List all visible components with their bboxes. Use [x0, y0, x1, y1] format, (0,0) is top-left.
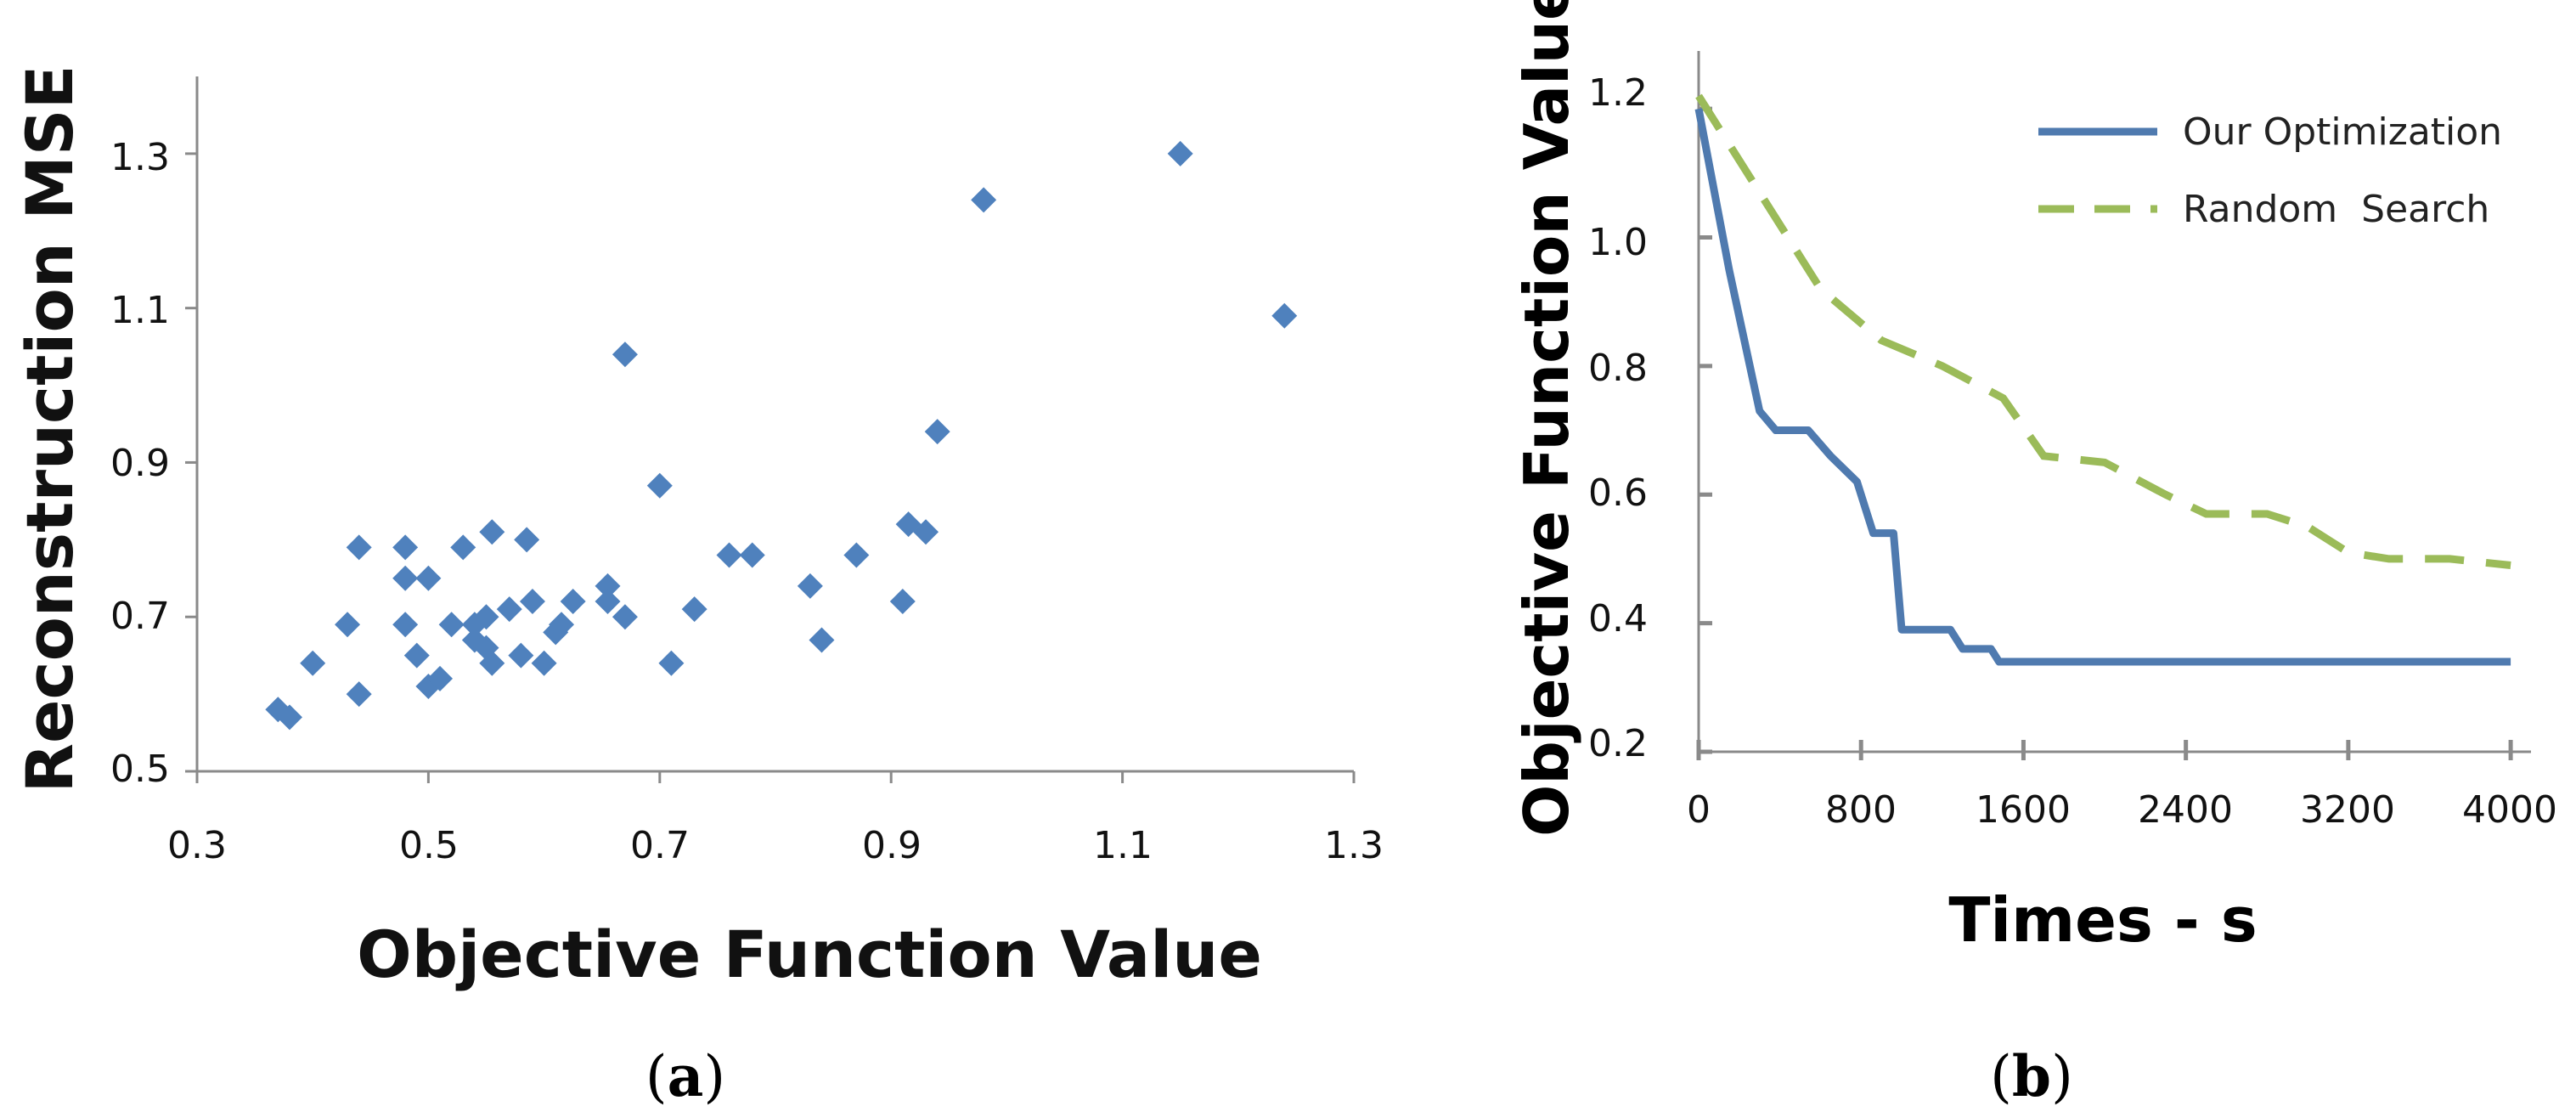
scatter-point-8: [392, 565, 419, 591]
panel-b-line: 0 800 1600 2400 3200 4000 0.2 0.4 0.6 0.…: [1511, 0, 2557, 1106]
scatter-point-44: [924, 419, 950, 445]
y-tick-b-0: 0.2: [1588, 722, 1648, 765]
scatter-point-20: [479, 519, 505, 545]
scatter-point-46: [1167, 140, 1193, 166]
legend-label-random-search: Random Search: [2183, 188, 2489, 231]
series-our-optimization: [1694, 108, 2511, 666]
caption-a-letter: a: [668, 1043, 704, 1106]
scatter-point-7: [392, 612, 419, 638]
scatter-point-25: [531, 650, 557, 676]
scatter-point-10: [415, 565, 442, 591]
scatter-point-41: [889, 589, 916, 615]
scatter-point-11: [415, 674, 442, 700]
caption-b-letter: b: [2012, 1043, 2051, 1106]
scatter-point-32: [612, 341, 638, 368]
scatter-point-40: [843, 542, 870, 568]
y-tick-b-4: 1.0: [1588, 221, 1648, 264]
x-tick-a-5: 1.3: [1324, 824, 1384, 867]
scatter-point-45: [971, 187, 997, 213]
y-tick-a-3: 1.1: [110, 289, 170, 332]
x-tick-a-4: 1.1: [1093, 824, 1153, 867]
y-tick-b-3: 0.8: [1588, 347, 1648, 390]
panel-a-scatter: 0.3 0.5 0.7 0.9 1.1 1.3 0.5 0.7 0.9 1.1 …: [12, 65, 1384, 1106]
y-axis-label-a: Reconstruction MSE: [12, 65, 87, 793]
y-axis-label-b: Objective Function Value: [1511, 0, 1582, 837]
scatter-point-34: [658, 650, 685, 676]
caption-b: (b): [1990, 1043, 2073, 1106]
x-tick-b-4: 3200: [2300, 788, 2395, 832]
x-tick-b-3: 2400: [2138, 788, 2233, 832]
x-tick-a-1: 0.5: [399, 824, 459, 867]
scatter-point-12: [427, 665, 454, 691]
y-tick-b-1: 0.4: [1588, 597, 1648, 640]
scatter-point-33: [646, 472, 673, 499]
x-axis-label-b: Times - s: [1948, 884, 2257, 956]
x-tick-b-2: 1600: [1976, 788, 2071, 832]
scatter-points: [265, 140, 1298, 731]
scatter-point-22: [508, 642, 534, 669]
x-tick-b-0: 0: [1687, 788, 1711, 832]
scatter-point-31: [612, 604, 638, 630]
scatter-point-38: [797, 573, 823, 599]
scatter-point-47: [1271, 302, 1298, 329]
legend-label-our-optimization: Our Optimization: [2183, 110, 2502, 154]
scatter-point-39: [809, 627, 835, 653]
scatter-point-2: [300, 650, 326, 676]
x-tick-a-2: 0.7: [630, 824, 690, 867]
scatter-point-23: [514, 527, 540, 553]
y-tick-b-2: 0.6: [1588, 471, 1648, 515]
scatter-point-17: [473, 604, 499, 630]
tick-marks-a: [185, 152, 1356, 783]
legend-b: Our Optimization Random Search: [2038, 110, 2502, 231]
scatter-point-27: [549, 612, 575, 638]
scatter-point-9: [403, 642, 430, 669]
x-tick-a-0: 0.3: [167, 824, 227, 867]
x-tick-a-3: 0.9: [862, 824, 922, 867]
scatter-point-43: [913, 519, 939, 545]
x-axis-label-a: Objective Function Value: [357, 917, 1262, 992]
scatter-point-35: [681, 596, 707, 623]
scatter-point-1: [276, 704, 302, 731]
scatter-point-4: [346, 534, 372, 561]
caption-a: (a): [645, 1043, 725, 1106]
y-tick-a-0: 0.5: [110, 748, 170, 791]
scatter-point-30: [595, 589, 621, 615]
scatter-point-24: [519, 589, 545, 615]
x-tick-b-1: 800: [1825, 788, 1897, 832]
scatter-point-6: [392, 534, 419, 561]
scatter-point-28: [560, 589, 586, 615]
scatter-point-19: [479, 650, 505, 676]
scatter-point-5: [346, 681, 372, 708]
y-tick-a-1: 0.7: [110, 595, 170, 638]
scatter-point-14: [450, 534, 476, 561]
scatter-point-29: [595, 573, 621, 599]
scatter-point-3: [335, 612, 361, 638]
scatter-point-13: [438, 612, 465, 638]
y-tick-b-5: 1.2: [1588, 71, 1648, 115]
tick-marks-b: [1696, 106, 2513, 760]
y-tick-a-2: 0.9: [110, 442, 170, 485]
scatter-point-36: [716, 542, 742, 568]
scatter-point-21: [496, 596, 522, 623]
scatter-point-37: [739, 542, 765, 568]
y-tick-a-4: 1.3: [110, 136, 170, 179]
series-random-search: [1695, 93, 2511, 569]
x-tick-b-5: 4000: [2462, 788, 2557, 832]
